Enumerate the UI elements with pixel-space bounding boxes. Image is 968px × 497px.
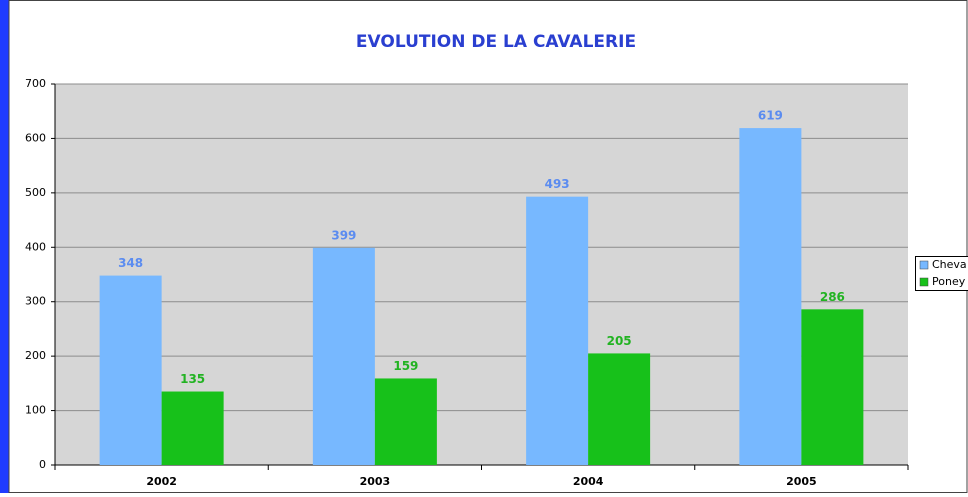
bar xyxy=(162,392,224,465)
y-tick-label: 600 xyxy=(25,131,46,144)
data-label: 159 xyxy=(393,359,418,373)
legend-label: Poney xyxy=(932,275,966,288)
y-tick-label: 0 xyxy=(39,458,46,471)
data-label: 399 xyxy=(331,228,356,242)
bar xyxy=(588,353,650,465)
bar xyxy=(526,197,588,465)
y-tick-label: 500 xyxy=(25,186,46,199)
legend-swatch xyxy=(920,278,928,286)
data-label: 619 xyxy=(758,109,783,123)
left-border xyxy=(0,0,9,493)
bar xyxy=(100,276,162,465)
data-label: 348 xyxy=(118,256,143,270)
data-label: 135 xyxy=(180,372,205,386)
y-tick-label: 400 xyxy=(25,240,46,253)
x-tick-label: 2002 xyxy=(146,475,177,488)
y-tick-label: 200 xyxy=(25,349,46,362)
legend-swatch xyxy=(920,261,928,269)
data-label: 286 xyxy=(820,290,845,304)
y-tick-label: 700 xyxy=(25,77,46,90)
bar xyxy=(375,378,437,465)
x-tick-label: 2003 xyxy=(360,475,391,488)
bar xyxy=(313,248,375,465)
chart-title: EVOLUTION DE LA CAVALERIE xyxy=(356,32,636,52)
y-tick-label: 100 xyxy=(25,404,46,417)
x-tick-label: 2004 xyxy=(573,475,604,488)
data-label: 493 xyxy=(545,177,570,191)
y-tick-label: 300 xyxy=(25,295,46,308)
bar xyxy=(801,309,863,465)
bar xyxy=(739,128,801,465)
data-label: 205 xyxy=(607,334,632,348)
legend-label: Cheva xyxy=(932,258,967,271)
x-tick-label: 2005 xyxy=(786,475,817,488)
